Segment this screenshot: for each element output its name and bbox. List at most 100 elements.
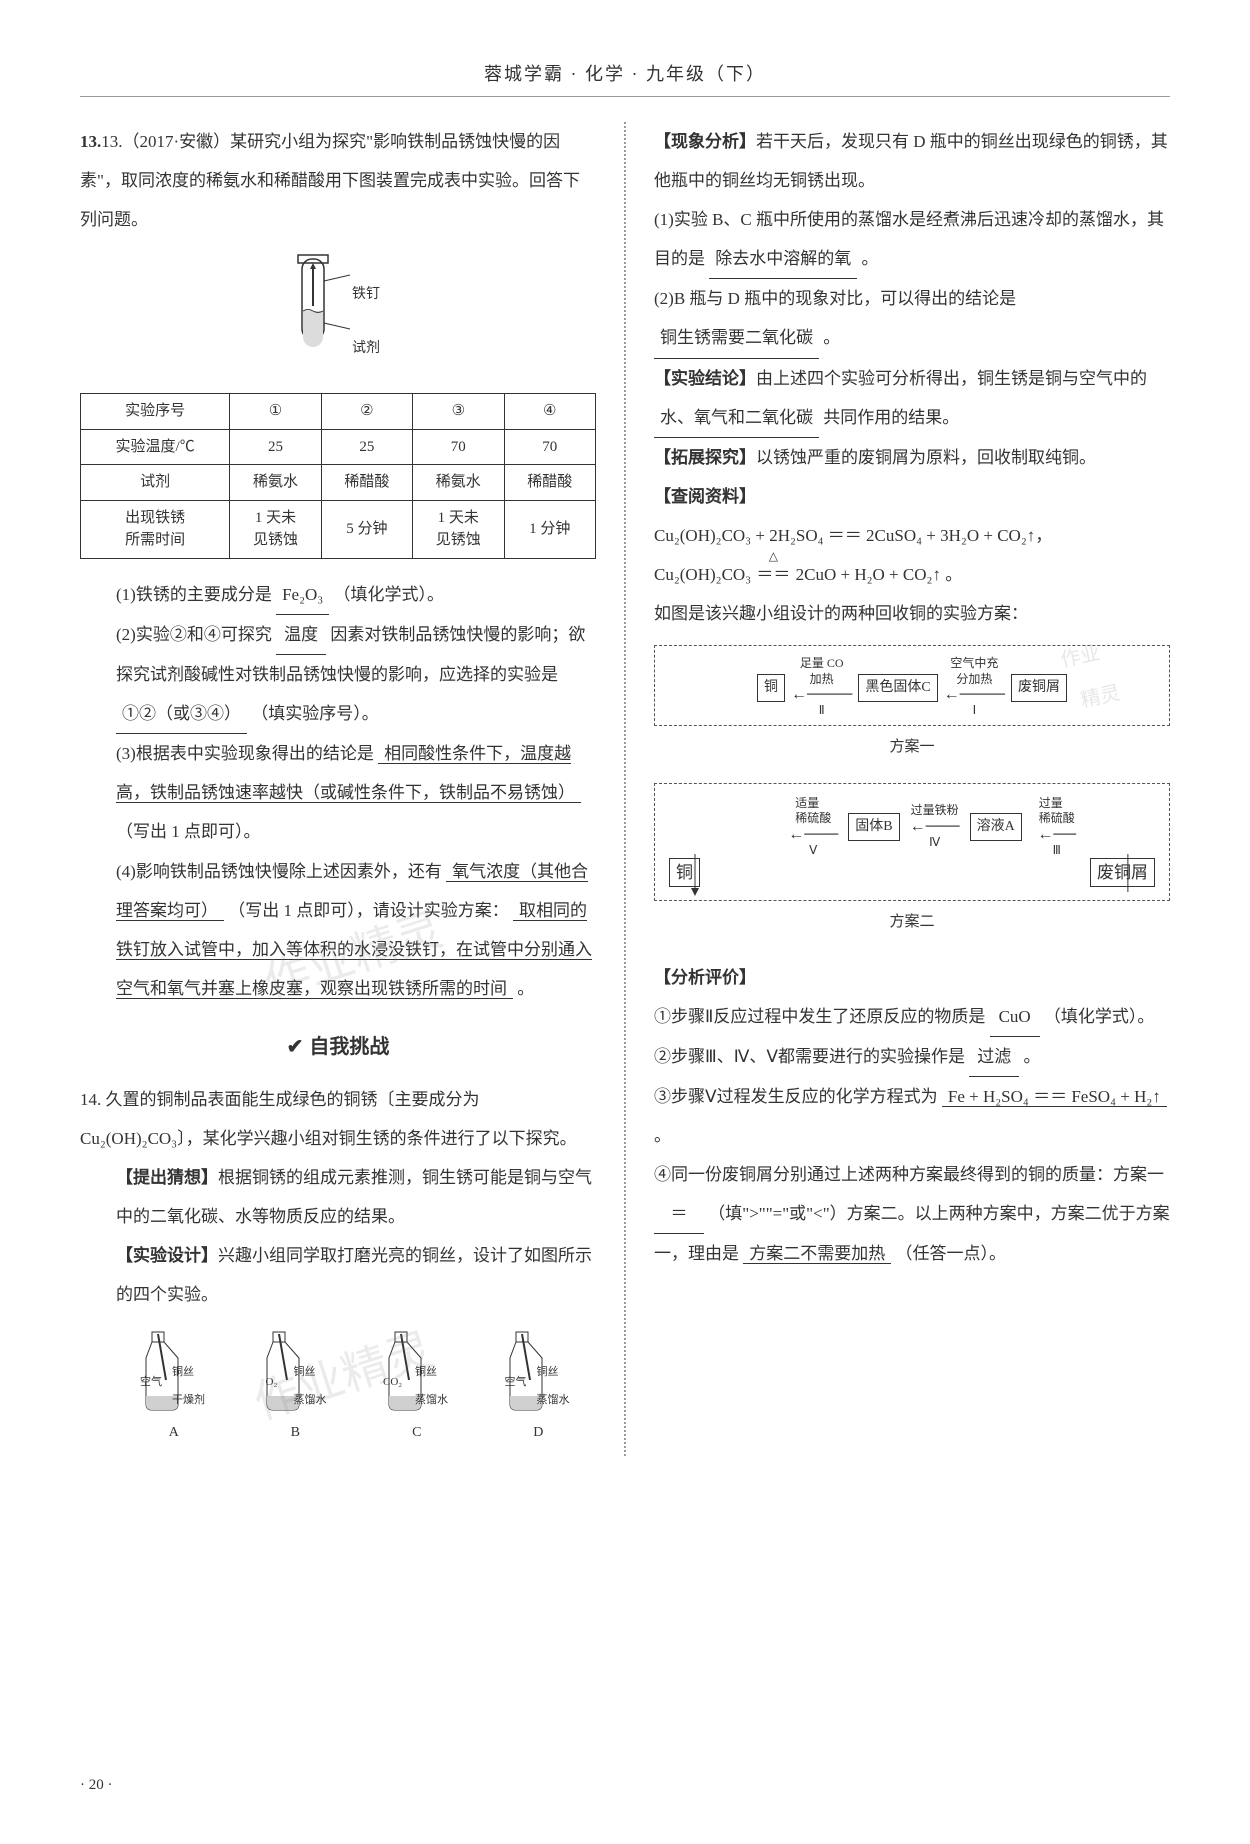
text: ③步骤Ⅴ过程发生反应的化学方程式为 [654,1087,938,1106]
text: ②步骤Ⅲ、Ⅳ、Ⅴ都需要进行的实验操作是 [654,1047,965,1066]
answer-blank: CuO [990,997,1040,1037]
text: 自我挑战 [309,1036,389,1058]
bottle-B: O₂ 铜丝 蒸馏水 B [238,1328,354,1449]
answer-blank: ＝ [654,1194,704,1234]
table-cell: ② [321,394,412,430]
header-title: 蓉城学霸 · 化学 · 九年级（下） [484,64,766,84]
tube-label-nail: 铁钉 [352,279,380,311]
text: 。 [1024,1047,1041,1066]
bottle-side-label: 蒸馏水 [415,1388,448,1413]
answer-blank: 水、氧气和二氧化碳 [654,398,819,438]
bottle-D: 空气 铜丝 蒸馏水 D [481,1328,597,1449]
a4: ④同一份废铜屑分别通过上述两种方案最终得到的铜的质量：方案一 ＝ （填">""=… [654,1155,1170,1273]
text: 。 [517,979,534,998]
table-row: 出现铁锈 所需时间 1 天未 见锈蚀 5 分钟 1 天未 见锈蚀 1 分钟 [81,500,596,558]
table-cell: 稀醋酸 [504,465,595,501]
bottle-C: CO₂ 铜丝 蒸馏水 C [359,1328,475,1449]
flow-box: 铜 [669,858,700,887]
bottle-figures: 空气 铜丝 干燥剂 A O₂ 铜丝 [80,1328,596,1449]
bottle-id: D [481,1417,597,1449]
q13-4: (4)影响铁制品锈蚀快慢除上述因素外，还有 氧气浓度（其他合理答案均可） （写出… [80,852,596,1008]
section-head: 【现象分析】 [654,132,756,151]
table-cell: 1 天未 见锈蚀 [230,500,321,558]
q13-3: (3)根据表中实验现象得出的结论是 相同酸性条件下，温度越高，铁制品锈蚀速率越快… [80,734,596,851]
text: （写出 1 点即可）。 [116,822,261,841]
bottle-gas-label: 空气 [140,1370,162,1395]
self-challenge-title: ✔自我挑战 [80,1024,596,1070]
flow-box: 溶液A [970,813,1022,841]
table-cell: 1 天未 见锈蚀 [413,500,504,558]
table-cell: 稀醋酸 [321,465,412,501]
table-cell: ① [230,394,321,430]
table-cell: 25 [321,429,412,465]
arrow-label: 过量铁粉 ←─── Ⅳ [906,803,964,850]
text: （填化学式）。 [1044,1007,1155,1026]
arrow-label: 空气中充 分加热 ←──── Ⅰ [944,656,1005,719]
a2: ②步骤Ⅲ、Ⅳ、Ⅴ都需要进行的实验操作是 过滤 。 [654,1037,1170,1077]
scheme-caption: 方案二 [654,905,1170,940]
q13-lead: 13.13.（2017·安徽）某研究小组为探究"影响铁制品锈蚀快慢的因素"，取同… [80,122,596,239]
table-cell: 稀氨水 [413,465,504,501]
r2: (2)B 瓶与 D 瓶中的现象对比，可以得出的结论是 铜生锈需要二氧化碳 。 [654,279,1170,358]
text: （填实验序号）。 [251,704,379,723]
bottle-side-label: 干燥剂 [172,1388,205,1413]
bottle-gas-label: 空气 [505,1370,527,1395]
q14-lead: 14. 久置的铜制品表面能生成绿色的铜锈〔主要成分为 Cu₂(OH)₂CO₃〕，… [80,1080,596,1158]
r1: (1)实验 B、C 瓶中所使用的蒸馏水是经煮沸后迅速冷却的蒸馏水，其目的是 除去… [654,200,1170,279]
content-columns: 13.13.（2017·安徽）某研究小组为探究"影响铁制品锈蚀快慢的因素"，取同… [80,122,1170,1456]
flow-box: 废铜屑 [1090,858,1155,887]
table-cell: 1 分钟 [504,500,595,558]
text: 以锈蚀严重的废铜屑为原料，回收制取纯铜。 [756,448,1096,467]
text: (2)实验②和④可探究 [116,625,272,644]
table-cell: 试剂 [81,465,230,501]
test-tube-figure: 铁钉 试剂 [80,251,596,375]
text: 。 [862,249,879,268]
text: (4)影响铁制品锈蚀快慢除上述因素外，还有 [116,862,442,881]
text: 共同作用的结果。 [823,408,959,427]
reaction-condition: △ [755,543,791,571]
page-number: · 20 · [80,1777,113,1794]
arrow-label: 足量 CO 加热 ←──── Ⅱ [791,656,852,719]
experiment-table: 实验序号 ① ② ③ ④ 实验温度/℃ 25 25 70 70 试剂 稀氨水 稀… [80,393,596,559]
table-cell: 实验温度/℃ [81,429,230,465]
hypothesis: 【提出猜想】根据铜锈的组成元素推测，铜生锈可能是铜与空气中的二氧化碳、水等物质反… [80,1158,596,1236]
q13-2: (2)实验②和④可探究 温度 因素对铁制品锈蚀快慢的影响；欲探究试剂酸碱性对铁制… [80,615,596,734]
flow-box: 固体B [848,813,899,841]
bottle-gas-label: O₂ [266,1370,278,1395]
text: （任答一点）。 [896,1244,1007,1263]
table-row: 试剂 稀氨水 稀醋酸 稀氨水 稀醋酸 [81,465,596,501]
text: ④同一份废铜屑分别通过上述两种方案最终得到的铜的质量：方案一 [654,1165,1164,1184]
answer-blank: 除去水中溶解的氧 [709,239,857,279]
arrow-label: 适量 稀硫酸 ←─── Ⅴ [784,796,842,859]
section-head: 【查阅资料】 [654,487,756,506]
column-divider [624,122,626,1456]
flow-box: 铜 [757,674,785,702]
bottle-side-label: 铜丝 [172,1360,194,1385]
equation-2: Cu₂(OH)₂CO₃ △ ＝＝ 2CuO + H₂O + CO₂↑ 。 [654,555,1170,594]
text: 由上述四个实验可分析得出，铜生锈是铜与空气中的 [756,369,1147,388]
text: Cu₂(OH)₂CO₃ [654,565,755,584]
section-head: 【提出猜想】 [116,1168,218,1187]
tube-label-reagent: 试剂 [352,333,380,365]
analysis-head: 【分析评价】 [654,958,1170,997]
text: 2CuO + H₂O + CO₂↑ 。 [796,565,963,584]
answer-blank: 过滤 [969,1037,1019,1077]
scheme-caption: 方案一 [654,730,1170,765]
section-head: 【分析评价】 [654,968,756,987]
bottle-side-label: 蒸馏水 [294,1388,327,1413]
page-header: 蓉城学霸 · 化学 · 九年级（下） [80,60,1170,97]
table-cell: 70 [413,429,504,465]
bottle-id: B [238,1417,354,1449]
bottle-id: A [116,1417,232,1449]
check-icon: ✔ [287,1024,304,1070]
answer-blank: ①②（或③④） [116,694,247,734]
text: 。 [654,1126,671,1145]
arrow-label: 过量 稀硫酸 ←── Ⅲ [1028,796,1086,859]
bottle-A: 空气 铜丝 干燥剂 A [116,1328,232,1449]
extension: 【拓展探究】以锈蚀严重的废铜屑为原料，回收制取纯铜。 [654,438,1170,477]
table-row: 实验序号 ① ② ③ ④ [81,394,596,430]
table-cell: 25 [230,429,321,465]
table-cell: 实验序号 [81,394,230,430]
equation-1: Cu₂(OH)₂CO₃ + 2H₂SO₄ ＝＝ 2CuSO₄ + 3H₂O + … [654,516,1170,555]
bottle-side-label: 蒸馏水 [537,1388,570,1413]
